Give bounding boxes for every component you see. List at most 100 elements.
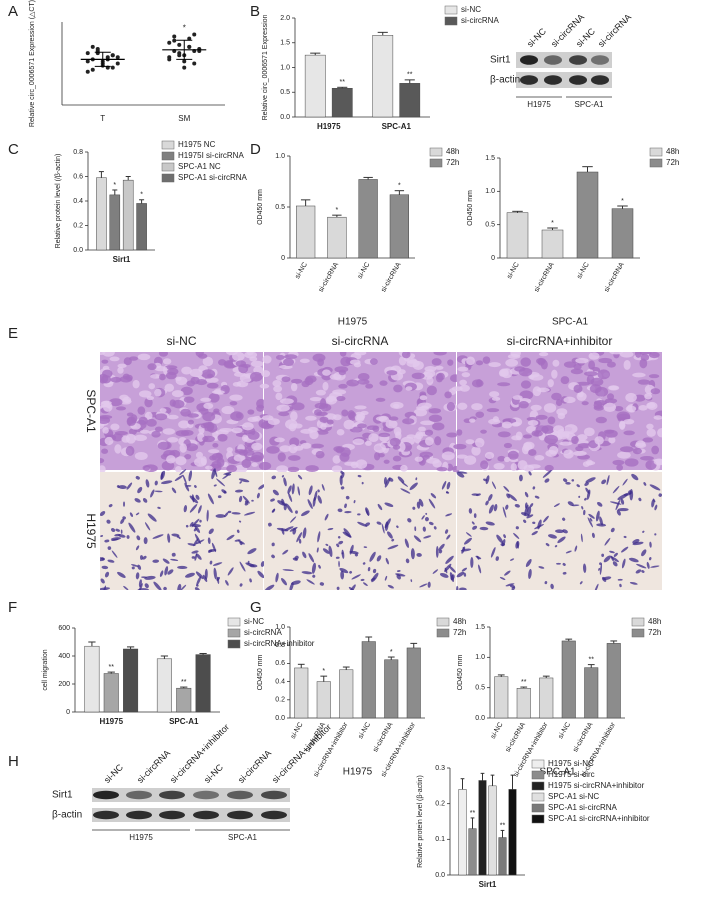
cell	[147, 513, 157, 522]
cell	[524, 491, 529, 498]
cell	[164, 365, 178, 370]
cell	[194, 525, 201, 533]
cell	[462, 547, 465, 550]
lane-label: si-NC	[202, 762, 225, 785]
cell	[290, 378, 303, 384]
cell	[532, 486, 536, 490]
cell	[648, 556, 652, 561]
cell	[315, 450, 325, 459]
blot-band	[544, 55, 562, 65]
bar	[406, 647, 421, 719]
cell	[142, 497, 148, 503]
cell	[159, 570, 164, 577]
cell	[182, 474, 187, 485]
cell	[125, 445, 135, 456]
cell	[305, 375, 317, 383]
legend-label: SPC-A1 si-circRNA+inhibitor	[548, 814, 650, 823]
cell	[621, 558, 626, 569]
point	[177, 42, 182, 47]
cell	[529, 503, 534, 508]
cell	[544, 581, 548, 585]
cell	[167, 533, 171, 543]
y-tick-label: 1.0	[275, 153, 285, 160]
bar	[358, 179, 378, 259]
cell	[338, 383, 348, 389]
cell	[530, 404, 542, 411]
cell	[653, 458, 662, 466]
cell	[657, 428, 662, 438]
cell	[207, 537, 211, 544]
bar	[156, 658, 172, 713]
legend-swatch	[444, 5, 458, 15]
y-tick-label: 0.5	[280, 89, 290, 96]
cell	[413, 535, 422, 543]
cell	[615, 499, 621, 511]
cell	[322, 548, 330, 554]
cell	[194, 485, 197, 488]
cell	[387, 531, 393, 539]
y-tick-label: 0.0	[275, 715, 285, 722]
cell	[420, 420, 435, 426]
cell	[244, 502, 249, 506]
cell	[556, 562, 561, 565]
bar	[539, 677, 554, 719]
cell	[198, 353, 208, 359]
cell	[564, 424, 578, 434]
legend-swatch	[161, 162, 175, 172]
y-axis-label: Relative protein level (β-actin)	[417, 775, 424, 868]
cell	[493, 462, 505, 470]
cell	[171, 487, 177, 494]
cell	[300, 442, 312, 449]
cell	[339, 567, 349, 574]
cell	[164, 566, 169, 576]
significance: *	[140, 192, 143, 199]
cell	[145, 479, 150, 488]
point	[95, 46, 100, 51]
cell	[135, 545, 140, 551]
panel-label: D	[250, 141, 261, 158]
cell	[238, 364, 249, 374]
cell	[482, 356, 491, 364]
cell	[165, 371, 177, 380]
cell	[117, 366, 124, 374]
cell	[281, 376, 291, 383]
cell	[251, 499, 254, 502]
cell	[586, 489, 591, 500]
legend-label: 48h	[446, 147, 459, 156]
cell	[312, 353, 326, 362]
cell	[625, 405, 637, 412]
bar	[304, 54, 326, 118]
cell	[128, 428, 137, 436]
cell	[483, 478, 488, 482]
cell	[191, 550, 199, 554]
cell	[292, 527, 297, 535]
cell	[488, 504, 494, 514]
cell	[545, 449, 557, 457]
cell	[510, 463, 517, 472]
y-tick-label: 0	[281, 255, 285, 262]
cell	[432, 422, 445, 431]
cell	[154, 365, 168, 372]
cell	[407, 518, 412, 523]
cell	[475, 555, 482, 560]
cell	[537, 519, 542, 530]
cell	[648, 352, 660, 359]
x-tick-label: H1975	[317, 122, 341, 131]
x-axis-label: SPC-A1	[539, 767, 576, 778]
cell	[658, 493, 662, 497]
y-axis-label: cell migration	[42, 649, 49, 690]
bar	[576, 171, 599, 259]
cell	[456, 429, 463, 436]
cell	[522, 434, 533, 439]
group-label: H1975	[129, 833, 153, 842]
cell	[337, 508, 343, 513]
cell	[225, 580, 229, 586]
cell	[138, 390, 152, 398]
cell	[557, 536, 566, 544]
panel-label: A	[8, 3, 18, 20]
cell	[217, 495, 222, 499]
cell	[557, 431, 570, 440]
cell	[650, 388, 661, 395]
cell	[528, 568, 532, 579]
cell	[153, 388, 162, 397]
